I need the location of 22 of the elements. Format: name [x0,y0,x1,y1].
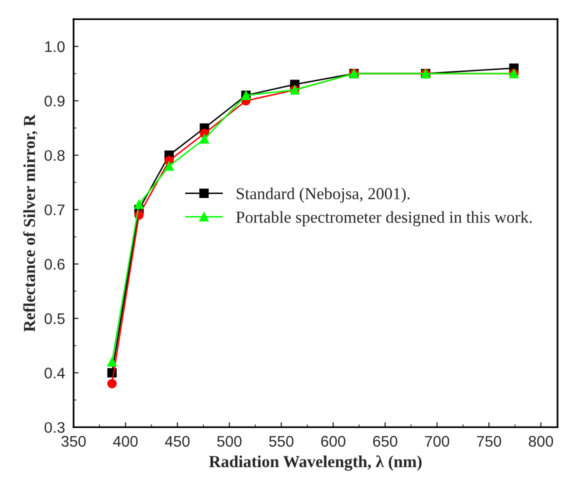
y-tick-label: 1.0 [45,41,65,52]
x-tick-label: 650 [373,436,398,447]
x-tick-label: 350 [61,436,86,447]
y-tick-label: 0.3 [44,422,65,433]
x-axis-title: Radiation Wavelength, λ (nm) [209,455,422,471]
legend-label: Portable spectrometer designed in this work. [236,211,532,226]
y-axis-title: Reflectance of Silver mirror, R [23,114,38,332]
y-tick-label: 0.5 [44,313,65,324]
legend-label: Standard (Nebojsa, 2001). [236,188,410,203]
x-tick-label: 550 [269,436,294,447]
x-tick-label: 400 [113,436,138,447]
y-tick-label: 0.4 [44,368,65,378]
x-tick-label: 750 [477,436,502,447]
x-tick-label: 500 [217,436,242,447]
x-tick-label: 450 [165,436,190,447]
x-tick-label: 600 [321,436,346,447]
x-tick-label: 800 [528,436,554,447]
y-tick-label: 0.8 [44,150,65,161]
x-tick-label: 700 [425,436,450,447]
y-tick-label: 0.6 [44,258,65,270]
y-tick-label: 0.9 [44,96,65,106]
y-tick-label: 0.7 [44,204,64,216]
